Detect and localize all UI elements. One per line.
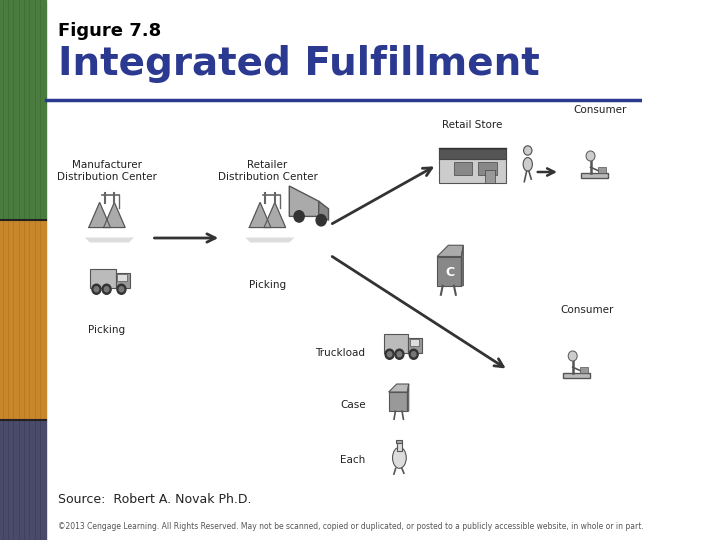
Text: Consumer: Consumer bbox=[573, 105, 626, 115]
Polygon shape bbox=[89, 202, 110, 227]
Text: Figure 7.8: Figure 7.8 bbox=[58, 22, 161, 40]
Ellipse shape bbox=[392, 447, 406, 468]
FancyBboxPatch shape bbox=[563, 373, 590, 379]
Bar bbox=[0, 0, 46, 220]
Circle shape bbox=[586, 151, 595, 161]
Polygon shape bbox=[264, 202, 286, 227]
Circle shape bbox=[94, 287, 99, 292]
Circle shape bbox=[385, 349, 394, 359]
FancyBboxPatch shape bbox=[397, 442, 402, 451]
Circle shape bbox=[523, 146, 532, 155]
Text: Retailer
Distribution Center: Retailer Distribution Center bbox=[217, 160, 318, 181]
Text: Truckload: Truckload bbox=[315, 348, 366, 358]
Text: Source:  Robert A. Novak Ph.D.: Source: Robert A. Novak Ph.D. bbox=[58, 493, 251, 506]
Bar bbox=[0, 220, 46, 420]
FancyBboxPatch shape bbox=[439, 150, 506, 183]
Text: C: C bbox=[446, 266, 455, 279]
Polygon shape bbox=[104, 202, 125, 227]
FancyBboxPatch shape bbox=[408, 338, 422, 353]
FancyBboxPatch shape bbox=[454, 163, 472, 176]
Text: ©2013 Cengage Learning. All Rights Reserved. May not be scanned, copied or dupli: ©2013 Cengage Learning. All Rights Reser… bbox=[58, 522, 644, 531]
Text: Picking: Picking bbox=[249, 280, 286, 290]
Circle shape bbox=[411, 352, 416, 357]
Polygon shape bbox=[249, 202, 271, 227]
FancyBboxPatch shape bbox=[116, 273, 130, 288]
Text: Each: Each bbox=[341, 455, 366, 465]
FancyBboxPatch shape bbox=[437, 256, 462, 286]
FancyBboxPatch shape bbox=[478, 163, 497, 176]
Bar bbox=[0, 420, 46, 540]
Circle shape bbox=[120, 287, 124, 292]
FancyBboxPatch shape bbox=[580, 173, 608, 178]
FancyBboxPatch shape bbox=[384, 334, 408, 353]
Text: Integrated Fulfillment: Integrated Fulfillment bbox=[58, 45, 540, 83]
Polygon shape bbox=[289, 186, 319, 217]
Circle shape bbox=[104, 287, 109, 292]
Polygon shape bbox=[246, 238, 294, 242]
FancyBboxPatch shape bbox=[485, 170, 495, 183]
FancyBboxPatch shape bbox=[598, 167, 606, 173]
Circle shape bbox=[409, 349, 418, 359]
Circle shape bbox=[102, 284, 111, 294]
FancyBboxPatch shape bbox=[91, 269, 116, 288]
Text: Manufacturer
Distribution Center: Manufacturer Distribution Center bbox=[57, 160, 157, 181]
Text: Case: Case bbox=[340, 400, 366, 410]
Polygon shape bbox=[389, 384, 409, 392]
FancyBboxPatch shape bbox=[389, 392, 408, 411]
Polygon shape bbox=[85, 238, 134, 242]
Polygon shape bbox=[437, 245, 463, 256]
Circle shape bbox=[316, 214, 326, 226]
Polygon shape bbox=[319, 201, 328, 220]
Circle shape bbox=[397, 352, 402, 357]
FancyBboxPatch shape bbox=[397, 440, 402, 443]
Polygon shape bbox=[408, 384, 409, 411]
Circle shape bbox=[568, 351, 577, 361]
FancyBboxPatch shape bbox=[439, 150, 506, 159]
Text: Picking: Picking bbox=[89, 325, 125, 335]
Circle shape bbox=[294, 211, 304, 222]
Circle shape bbox=[117, 284, 126, 294]
FancyBboxPatch shape bbox=[580, 367, 588, 373]
Circle shape bbox=[395, 349, 404, 359]
Circle shape bbox=[387, 352, 392, 357]
Ellipse shape bbox=[523, 158, 532, 171]
FancyBboxPatch shape bbox=[117, 274, 127, 281]
Circle shape bbox=[92, 284, 101, 294]
Text: Retail Store: Retail Store bbox=[442, 120, 503, 130]
Text: Consumer: Consumer bbox=[560, 305, 613, 315]
FancyBboxPatch shape bbox=[410, 340, 420, 346]
Polygon shape bbox=[462, 245, 463, 286]
